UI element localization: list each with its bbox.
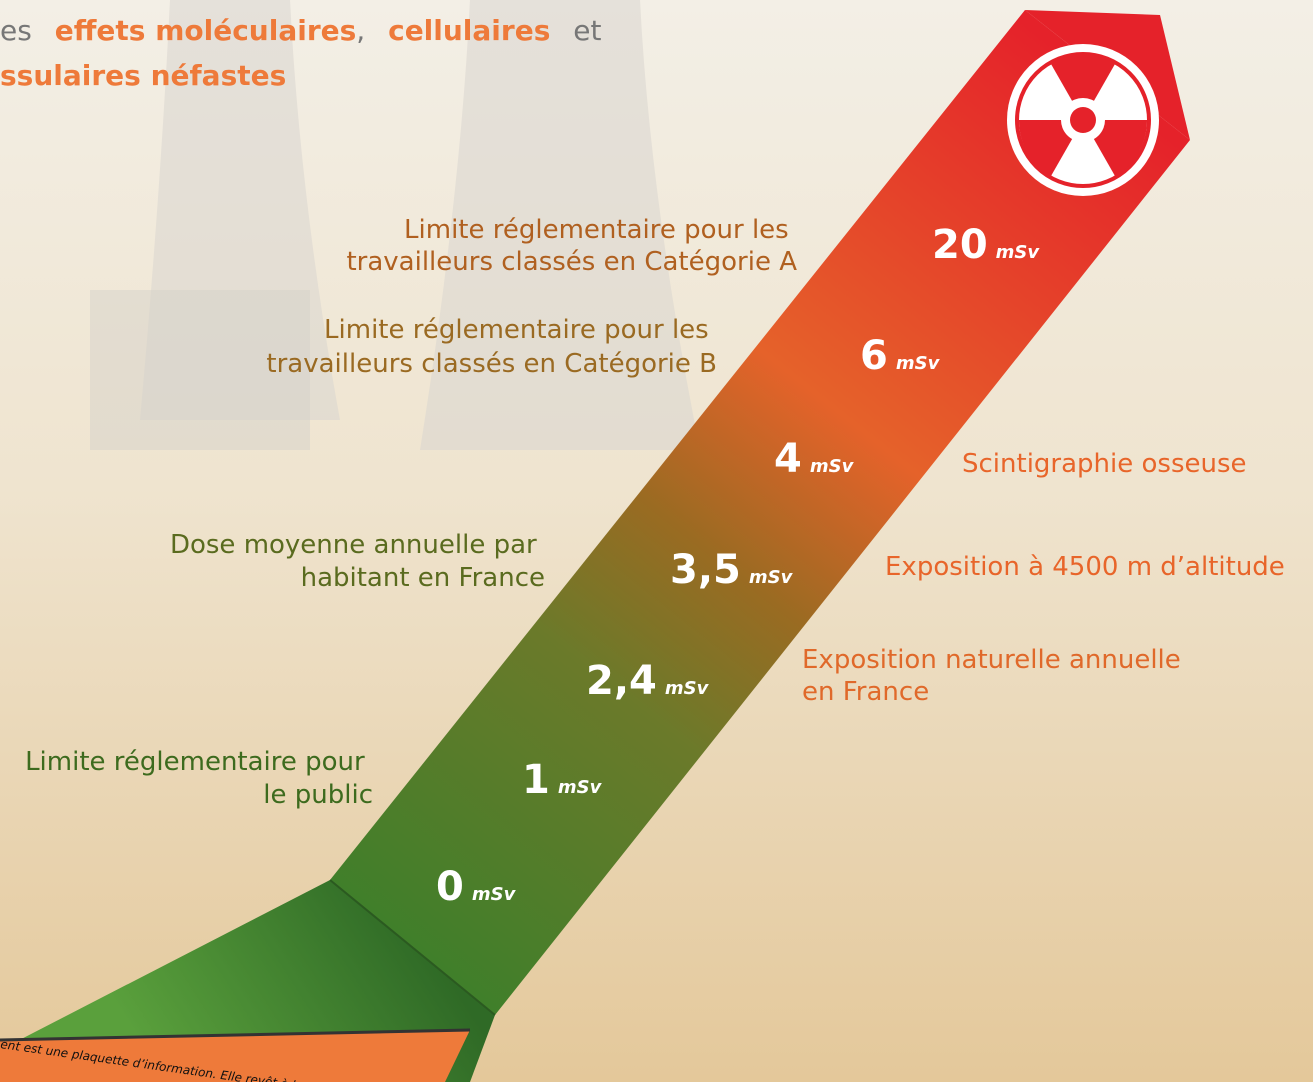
label: Scintigraphie osseuse — [962, 449, 1247, 479]
dose-unit: mSv — [558, 777, 603, 798]
dose-band — [330, 10, 1190, 1015]
label-line: Exposition naturelle annuelle — [802, 645, 1181, 675]
band-divider — [329, 879, 496, 1016]
radiation-icon — [1007, 44, 1159, 196]
intro-text: , — [356, 14, 365, 47]
intro-emph: ssulaires néfastes — [0, 59, 286, 92]
intro-emph: effets moléculaires — [55, 14, 357, 47]
label-line: Limite réglementaire pour — [25, 747, 365, 777]
intro-line: es effets moléculaires, cellulaires et — [0, 14, 602, 47]
dose-unit: mSv — [665, 678, 710, 699]
label-line: habitant en France — [301, 563, 545, 593]
dose-unit: mSv — [810, 456, 855, 477]
label: Exposition naturelle annuelle en France — [802, 645, 1189, 707]
dose-level: 2,4 mSv — [586, 658, 710, 704]
label-line: travailleurs classés en Catégorie B — [266, 349, 717, 379]
label: Dose moyenne annuelle par habitant en Fr… — [170, 530, 545, 593]
label: Limite réglementaire pour le public — [25, 747, 373, 810]
label-line: Limite réglementaire pour les — [404, 215, 789, 245]
label: Exposition à 4500 m d’altitude — [885, 552, 1285, 582]
dose-value: 2,4 — [586, 658, 657, 704]
dose-level: 20 mSv — [932, 222, 1040, 268]
label: Limite réglementaire pour les travailleu… — [346, 215, 797, 277]
dose-value: 1 — [522, 757, 550, 803]
dose-value: 6 — [860, 333, 888, 379]
label-line: Dose moyenne annuelle par — [170, 530, 537, 560]
label: Limite réglementaire pour les travailleu… — [266, 315, 717, 379]
cooling-tower — [420, 0, 700, 450]
dose-unit: mSv — [996, 242, 1041, 263]
dose-level: 0 mSv — [436, 864, 517, 910]
label-line: le public — [263, 780, 373, 810]
footer-strip — [0, 1030, 470, 1082]
building — [90, 290, 310, 450]
label-line: travailleurs classés en Catégorie A — [346, 247, 797, 277]
dose-unit: mSv — [896, 353, 941, 374]
dose-value: 0 — [436, 864, 464, 910]
dose-unit: mSv — [749, 567, 794, 588]
label-line: Limite réglementaire pour les — [324, 315, 709, 345]
label-line: en France — [802, 677, 929, 707]
dose-level: 1 mSv — [522, 757, 603, 803]
intro-text: es — [0, 14, 32, 47]
dose-level: 3,5 mSv — [670, 547, 794, 593]
dose-value: 20 — [932, 222, 988, 268]
footer-edge — [0, 1028, 471, 1042]
dose-value: 3,5 — [670, 547, 741, 593]
dose-value: 4 — [774, 436, 802, 482]
intro-emph: cellulaires — [388, 14, 550, 47]
dose-level: 6 mSv — [860, 333, 941, 379]
dose-unit: mSv — [472, 884, 517, 905]
dose-level: 4 mSv — [774, 436, 855, 482]
intro-text: et — [573, 14, 601, 47]
